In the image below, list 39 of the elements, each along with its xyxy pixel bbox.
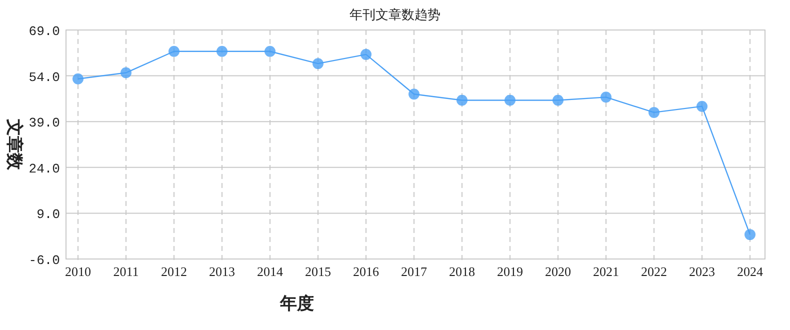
point bbox=[216, 46, 228, 57]
point bbox=[696, 100, 708, 112]
x-tick-label: 2016 bbox=[353, 264, 380, 279]
point bbox=[552, 94, 564, 106]
point bbox=[120, 67, 132, 78]
point bbox=[312, 58, 324, 70]
chart-title: 年刊文章数趋势 bbox=[350, 7, 440, 22]
y-tick-label: -6.0 bbox=[28, 253, 60, 268]
x-tick-label: 2010 bbox=[65, 264, 91, 279]
x-tick-label: 2013 bbox=[209, 264, 235, 279]
x-tick-label: 2018 bbox=[449, 264, 475, 279]
y-tick-label: 54.0 bbox=[28, 70, 60, 85]
y-tick-label: 69.0 bbox=[28, 24, 60, 39]
y-tick-label: 39.0 bbox=[28, 116, 60, 131]
x-tick-label: 2023 bbox=[689, 264, 715, 279]
x-tick-label: 2014 bbox=[257, 264, 284, 279]
x-tick-label: 2020 bbox=[545, 264, 571, 279]
x-tick-label: 2011 bbox=[113, 264, 139, 279]
point bbox=[648, 106, 660, 118]
x-tick-label: 2022 bbox=[641, 264, 667, 279]
y-tick-label: 24.0 bbox=[28, 161, 60, 176]
point bbox=[408, 88, 420, 100]
y-tick-label: 9.0 bbox=[36, 207, 60, 222]
point bbox=[456, 94, 468, 106]
point bbox=[504, 94, 516, 106]
y-axis-title: 文章数 bbox=[5, 118, 24, 171]
x-tick-label: 2021 bbox=[593, 264, 619, 279]
x-axis-title: 年度 bbox=[279, 294, 314, 313]
point bbox=[600, 92, 612, 103]
x-tick-label: 2024 bbox=[737, 264, 764, 279]
point bbox=[744, 229, 756, 240]
point bbox=[264, 46, 276, 57]
x-tick-label: 2019 bbox=[497, 264, 523, 279]
x-tick-label: 2015 bbox=[305, 264, 331, 279]
x-tick-label: 2017 bbox=[401, 264, 428, 279]
point bbox=[360, 48, 372, 60]
point bbox=[168, 46, 180, 57]
x-tick-label: 2012 bbox=[161, 264, 187, 279]
point bbox=[72, 73, 84, 84]
